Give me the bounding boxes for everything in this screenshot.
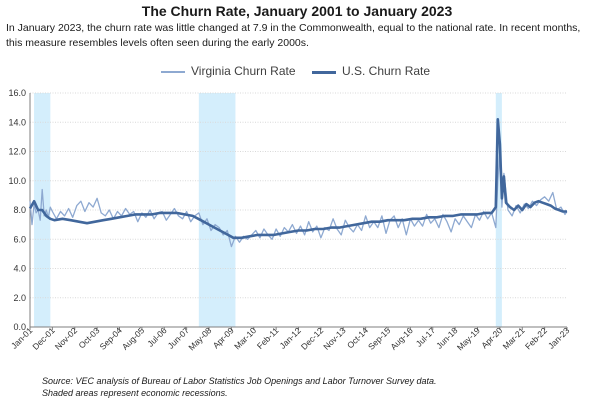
series-line-virginia bbox=[29, 150, 568, 248]
x-tick-label: May-19 bbox=[455, 325, 482, 352]
y-tick-label: 10.0 bbox=[8, 176, 26, 186]
x-tick-label: Apr-20 bbox=[479, 325, 504, 350]
y-tick-label: 12.0 bbox=[8, 147, 26, 157]
churn-rate-chart: 0.02.04.06.08.010.012.014.016.0Jan-01Dec… bbox=[8, 88, 572, 352]
y-tick-label: 2.0 bbox=[13, 293, 26, 303]
x-tick-label: Jul-17 bbox=[414, 325, 438, 349]
x-tick-label: Mar-21 bbox=[501, 325, 527, 351]
recession-band-2 bbox=[495, 93, 502, 327]
y-tick-label: 0.0 bbox=[13, 322, 26, 332]
legend-label-us: U.S. Churn Rate bbox=[342, 64, 431, 78]
source-line-2: Shaded areas represent economic recessio… bbox=[42, 388, 228, 398]
x-tick-label: Mar-10 bbox=[232, 325, 258, 351]
x-tick-label: Jul-06 bbox=[145, 325, 169, 349]
y-tick-label: 14.0 bbox=[8, 117, 26, 127]
recession-band-1 bbox=[198, 93, 236, 327]
chart-title: The Churn Rate, January 2001 to January … bbox=[141, 3, 453, 19]
legend-swatch-virginia bbox=[161, 71, 185, 73]
x-tick-label: Aug-16 bbox=[388, 325, 415, 352]
x-tick-label: Nov-02 bbox=[53, 325, 80, 352]
x-tick-label: Nov-13 bbox=[321, 325, 348, 352]
legend-swatch-us bbox=[312, 71, 336, 74]
x-tick-label: Dec-12 bbox=[299, 325, 326, 352]
y-tick-label: 6.0 bbox=[13, 234, 26, 244]
x-tick-label: Jan-23 bbox=[546, 325, 572, 351]
x-tick-label: Sep-15 bbox=[366, 325, 393, 352]
x-tick-label: Dec-01 bbox=[30, 325, 57, 352]
x-tick-label: Aug-05 bbox=[120, 325, 147, 352]
x-tick-label: Feb-11 bbox=[255, 325, 281, 351]
x-tick-label: Sep-04 bbox=[97, 325, 124, 352]
x-tick-label: Jan-12 bbox=[277, 325, 303, 351]
x-tick-label: Oct-03 bbox=[76, 325, 101, 350]
y-tick-label: 8.0 bbox=[13, 205, 26, 215]
source-line-1: Source: VEC analysis of Bureau of Labor … bbox=[42, 376, 437, 386]
chart-subtitle: In January 2023, the churn rate was litt… bbox=[6, 22, 581, 49]
x-tick-label: Oct-14 bbox=[345, 325, 370, 350]
y-tick-label: 4.0 bbox=[13, 264, 26, 274]
y-tick-label: 16.0 bbox=[8, 88, 26, 98]
x-tick-label: Feb-22 bbox=[523, 325, 549, 351]
series-line-us bbox=[28, 118, 567, 240]
legend-label-virginia: Virginia Churn Rate bbox=[191, 64, 296, 78]
x-tick-label: Apr-09 bbox=[211, 325, 236, 350]
x-tick-label: May-08 bbox=[186, 325, 213, 352]
legend: Virginia Churn Rate U.S. Churn Rate bbox=[0, 63, 594, 83]
source-note: Source: VEC analysis of Bureau of Labor … bbox=[42, 375, 437, 399]
